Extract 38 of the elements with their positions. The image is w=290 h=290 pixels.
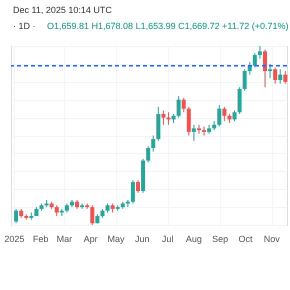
x-tick-label: 2025 — [4, 234, 24, 244]
candlestick — [258, 46, 262, 60]
candlestick — [238, 86, 242, 115]
x-tick-label: Feb — [32, 234, 48, 244]
x-tick-label: Sep — [212, 234, 228, 244]
x-tick-label: Aug — [186, 234, 202, 244]
candlestick — [242, 68, 247, 92]
candlestick — [151, 135, 156, 152]
candlestick — [273, 66, 278, 84]
x-tick-label: Jul — [162, 234, 174, 244]
candlestick — [54, 204, 59, 217]
candlestick — [252, 52, 257, 68]
candlestick — [166, 112, 170, 126]
candlestick — [262, 49, 267, 88]
candlestick — [217, 104, 222, 128]
x-tick-label: Oct — [238, 234, 254, 244]
candlestick — [130, 180, 135, 204]
candlestick — [14, 208, 18, 224]
candlestick — [136, 180, 140, 194]
candlestick — [186, 106, 191, 136]
candlestick — [283, 70, 288, 84]
candlestick — [161, 110, 166, 126]
candlestick — [232, 110, 237, 122]
x-tick-label: Jun — [134, 234, 150, 244]
candlestick — [90, 204, 94, 226]
candlestick — [176, 96, 181, 118]
x-tick-label: May — [107, 234, 125, 244]
candlestick — [222, 106, 226, 122]
candlestick — [192, 124, 196, 142]
text: O1,659.81 H1,678.08 L1,653.99 C1,669.72 +11.72 (+0.71%) — [47, 21, 289, 31]
text: · 1D · — [13, 21, 36, 31]
candlestick — [146, 146, 150, 163]
x-tick-label: Mar — [56, 234, 72, 244]
x-tick-label: Apr — [84, 234, 98, 244]
candlestick — [278, 68, 282, 84]
x-tick-label: Nov — [264, 234, 280, 244]
candlestick — [182, 97, 186, 113]
text: Dec 11, 2025 10:14 UTC — [13, 5, 112, 15]
